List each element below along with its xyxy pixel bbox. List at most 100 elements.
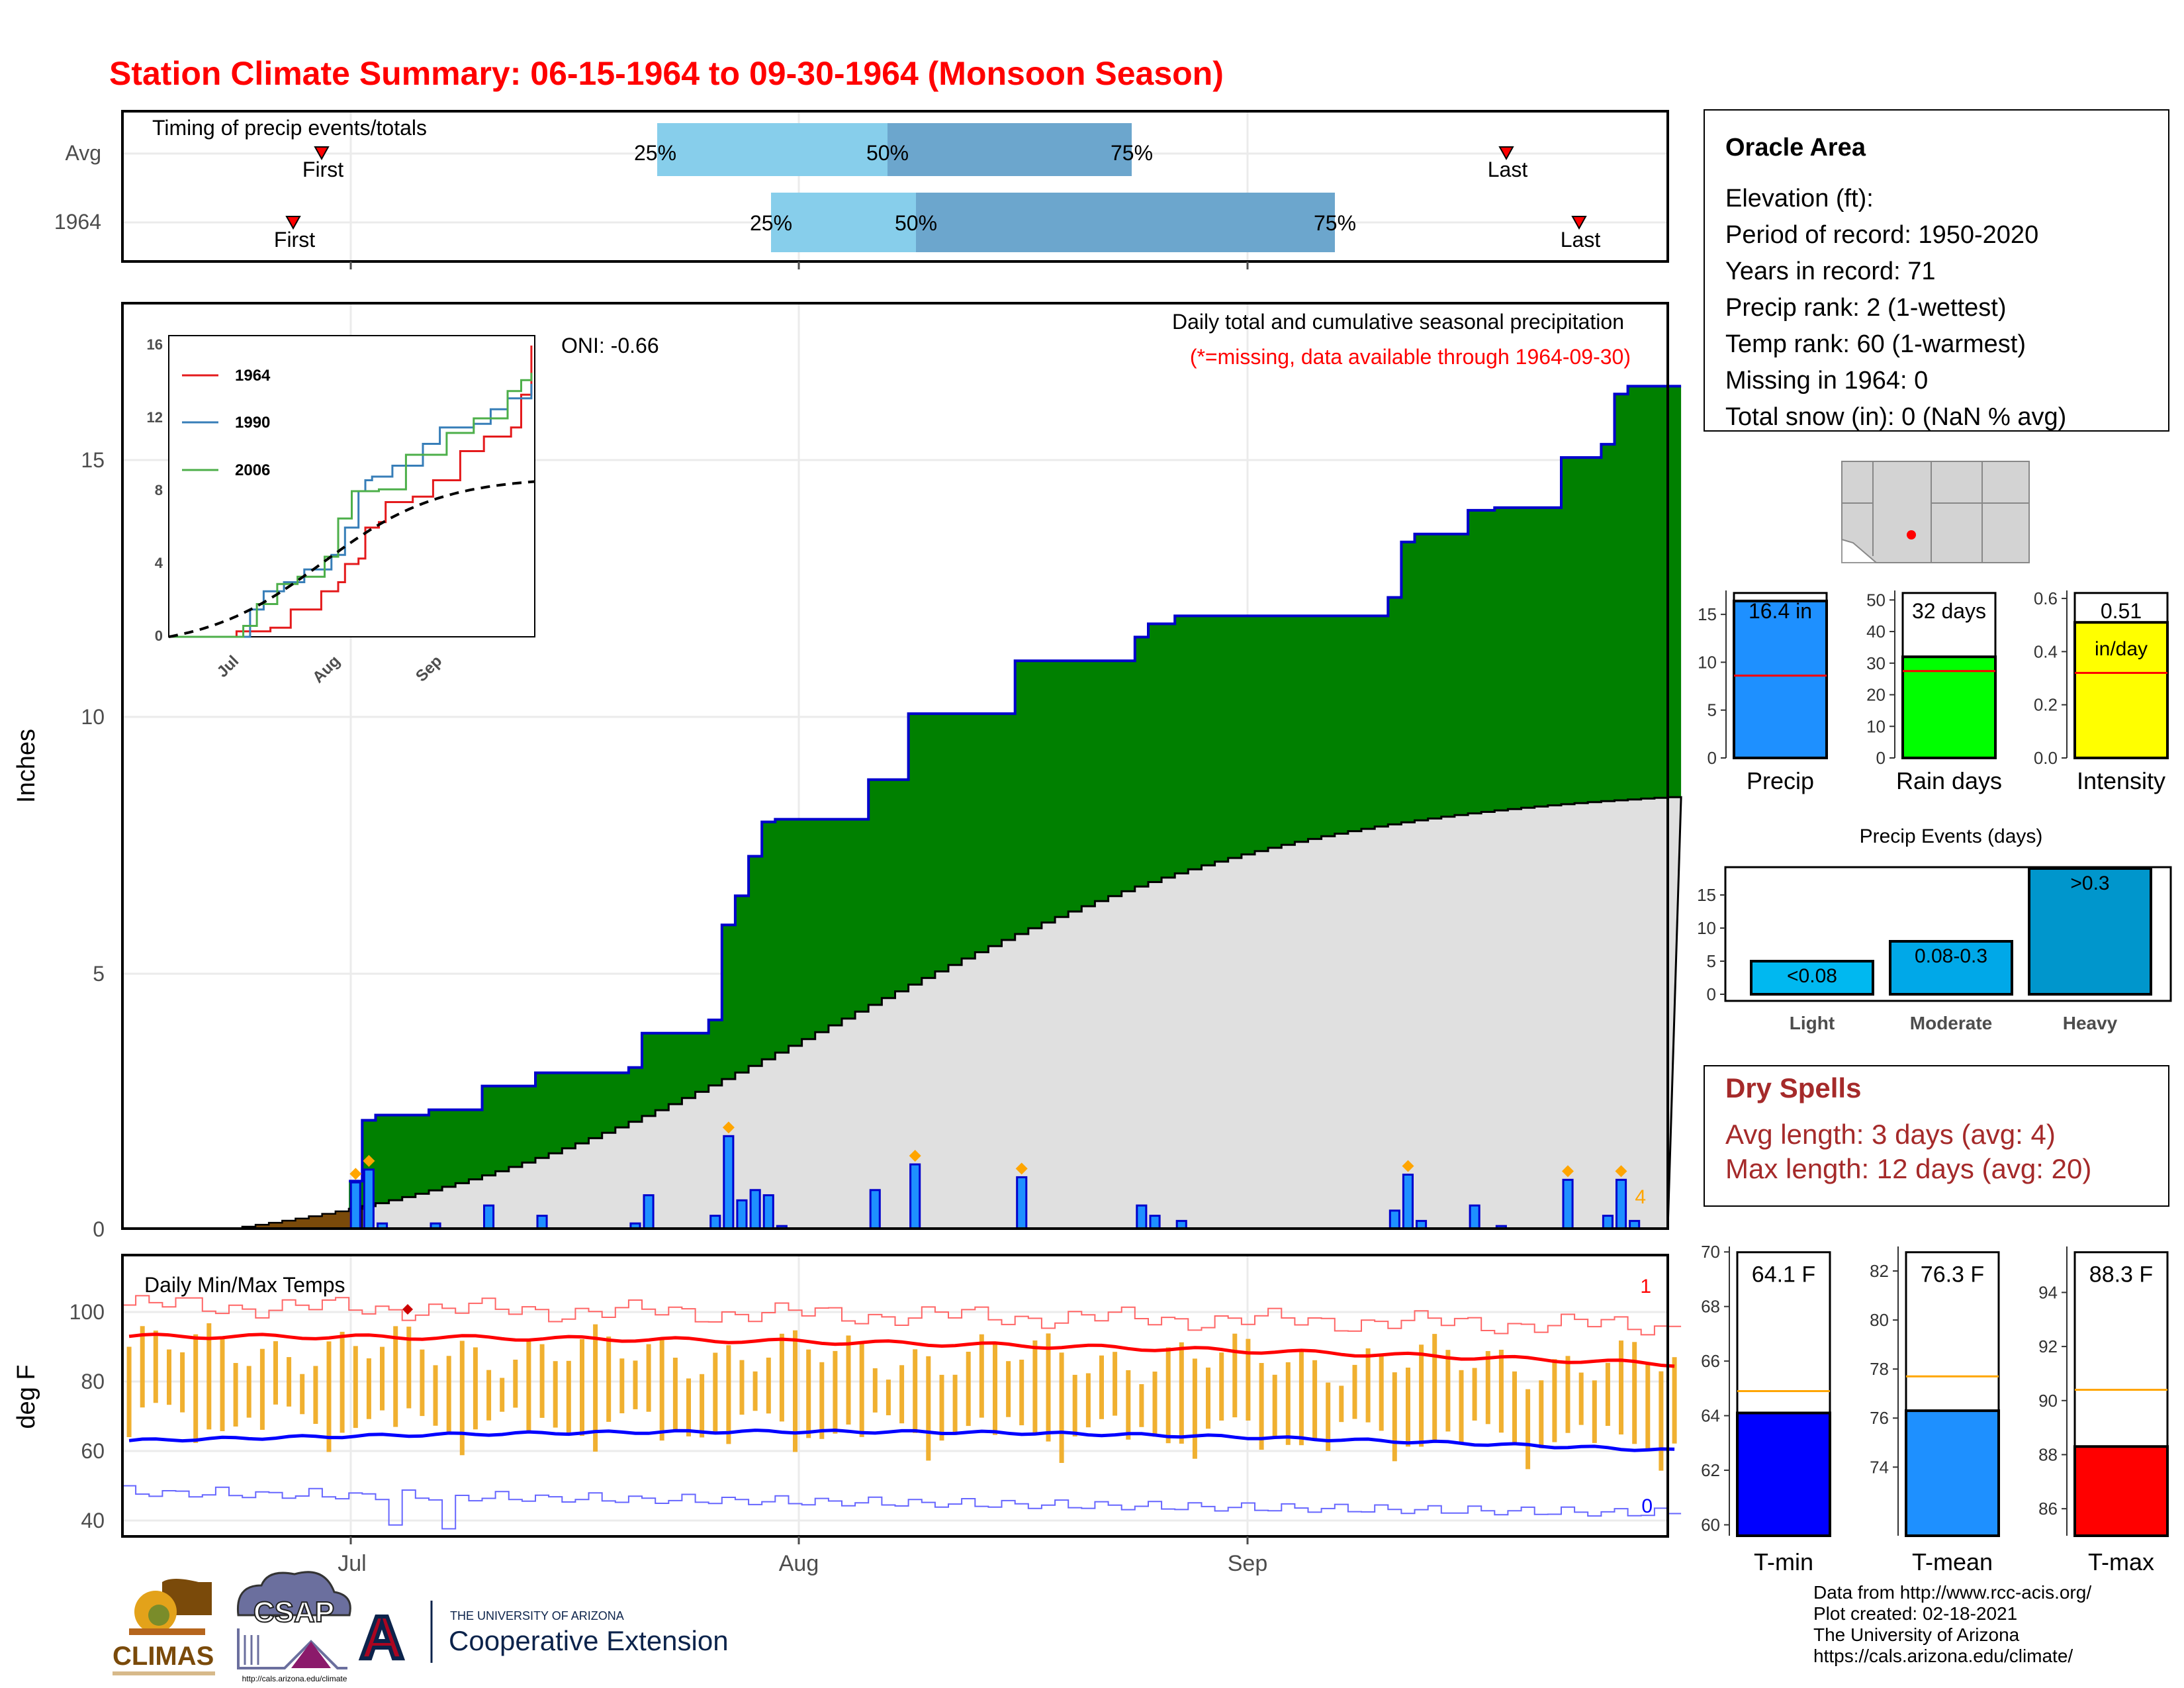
temp-plot-layer	[122, 1295, 1682, 1530]
daily-temp-bar-63	[966, 1352, 971, 1427]
mini-bar-ticklabel-0-2: 10	[1698, 652, 1717, 672]
daily-precip-bar-8	[709, 1215, 721, 1230]
temp-bar-value-label-2: 88.3 F	[2089, 1262, 2153, 1288]
daily-temp-bar-17	[353, 1346, 358, 1429]
inset-ytick-8: 8	[155, 482, 163, 498]
daily-temp-bar-40	[659, 1338, 664, 1441]
daily-temp-bar-30	[526, 1340, 531, 1431]
ua-a-icon: A	[360, 1604, 404, 1671]
daily-temp-bar-90	[1326, 1382, 1331, 1451]
daily-temp-bar-54	[846, 1335, 851, 1425]
daily-temp-bar-0	[126, 1346, 132, 1437]
legend-1990: 1990	[235, 414, 270, 432]
temps-title: Daily Min/Max Temps	[144, 1273, 345, 1297]
daily-temp-bar-105	[1525, 1389, 1531, 1470]
heavy-event-marker-27	[1615, 1165, 1627, 1178]
daily-temp-bar-51	[806, 1349, 811, 1438]
daily-temp-bar-26	[473, 1347, 478, 1430]
mini-bar-ticklabel-2-1: 0.2	[2034, 695, 2058, 715]
temp-bar-label-0: T-min	[1754, 1548, 1813, 1575]
daily-temp-bar-48	[766, 1357, 771, 1414]
daily-temp-bar-47	[752, 1371, 758, 1411]
temp-ytick-100: 100	[69, 1300, 105, 1324]
temp-bar-ticklabel-0-2: 64	[1701, 1406, 1720, 1426]
temp-bar-ticklabel-2-2: 90	[2038, 1391, 2058, 1411]
daily-temp-bar-32	[553, 1361, 558, 1428]
xtick-aug: Aug	[779, 1551, 819, 1576]
daily-temp-bar-112	[1619, 1340, 1623, 1434]
corner-count: 4	[1635, 1186, 1646, 1208]
daily-precip-bar-23	[1469, 1204, 1480, 1230]
station-name: Oracle Area	[1725, 134, 1866, 162]
daily-precip-bar-10	[736, 1199, 748, 1230]
heavy-event-marker-0	[349, 1168, 362, 1180]
daily-temp-bar-109	[1578, 1372, 1584, 1425]
daily-precip-bar-17	[1136, 1204, 1148, 1230]
events-ticklabel-3: 15	[1697, 885, 1716, 905]
avg-last-label: Last	[1488, 158, 1528, 181]
events-category-0: Light	[1790, 1013, 1835, 1033]
daily-temp-bar-15	[326, 1341, 332, 1452]
daily-temp-bar-69	[1046, 1333, 1051, 1442]
mini-bar-value-label-2: 0.51	[2101, 599, 2142, 623]
daily-temp-bar-36	[606, 1336, 612, 1422]
precip-caption: Daily total and cumulative seasonal prec…	[1172, 310, 1624, 334]
temp-bar-ticklabel-2-4: 94	[2038, 1282, 2058, 1302]
temps-ylabel: deg F	[13, 1364, 40, 1429]
record-low-line	[122, 1485, 1682, 1530]
daily-temp-bar-41	[672, 1358, 678, 1430]
daily-temp-bar-108	[1565, 1356, 1570, 1433]
daily-temp-bar-70	[1059, 1352, 1064, 1463]
events-bar-1	[1889, 940, 2013, 996]
daily-temp-bar-65	[993, 1342, 997, 1435]
daily-precip-bar-0	[349, 1181, 361, 1230]
daily-temp-bar-39	[646, 1344, 651, 1412]
daily-temp-bar-53	[833, 1350, 838, 1434]
temp-bar-ticklabel-2-1: 88	[2038, 1444, 2058, 1464]
precip-missing-note: (*=missing, data available through 1964-…	[1190, 345, 1631, 369]
timing-row-label-avg: Avg	[65, 141, 101, 165]
credit-line-2: The University of Arizona	[1813, 1624, 2020, 1645]
avg-quartile-25-50	[657, 123, 887, 176]
info-elevation: Elevation (ft):	[1725, 185, 1874, 212]
daily-temp-bar-114	[1645, 1362, 1651, 1450]
daily-temp-bar-42	[686, 1378, 691, 1436]
mini-bar-value-2	[2073, 621, 2169, 760]
daily-temp-bar-67	[1019, 1360, 1024, 1426]
mini-bar-ticklabel-1-5: 50	[1866, 590, 1886, 610]
heavy-event-marker-21	[1402, 1160, 1414, 1172]
season-first-label: First	[274, 228, 315, 252]
season-first-marker	[285, 216, 301, 230]
daily-temp-bar-6	[206, 1323, 212, 1430]
daily-temp-bar-76	[1139, 1384, 1144, 1427]
xtick-jul: Jul	[338, 1551, 366, 1576]
daily-temp-bar-18	[366, 1358, 371, 1419]
daily-temp-bar-107	[1552, 1359, 1557, 1442]
daily-temp-bar-75	[1126, 1370, 1131, 1440]
inset-legend: 1964 1990 2006	[182, 367, 271, 479]
daily-temp-bar-24	[446, 1356, 451, 1433]
daily-temp-bar-13	[300, 1374, 305, 1415]
mini-bar-ticklabel-2-2: 0.4	[2034, 641, 2058, 661]
precip-plot-layer	[122, 385, 1682, 1230]
daily-temp-bar-95	[1392, 1372, 1397, 1462]
heavy-event-marker-9	[722, 1121, 735, 1134]
average-min-line	[128, 1429, 1675, 1452]
daily-temp-bar-78	[1165, 1347, 1171, 1444]
daily-temp-bar-46	[739, 1360, 745, 1415]
ytick-5: 5	[93, 962, 105, 986]
daily-temp-bar-31	[539, 1344, 545, 1418]
average-max-line	[128, 1333, 1675, 1368]
inset-series-1964	[169, 346, 533, 638]
daily-temp-bar-9	[246, 1366, 251, 1418]
daily-temp-bar-43	[700, 1374, 705, 1438]
mini-bar-chart-0: 0 5 10 15 16.4 in Precip	[1698, 590, 1828, 794]
daily-temp-bar-5	[193, 1334, 199, 1443]
record-high-marker	[402, 1304, 413, 1315]
daily-temp-bar-83	[1232, 1333, 1238, 1418]
daily-temp-bar-19	[380, 1346, 385, 1411]
daily-temp-bar-66	[1006, 1361, 1011, 1417]
events-category-2: Heavy	[2063, 1013, 2118, 1033]
temp-bar-ticklabel-1-3: 80	[1870, 1310, 1889, 1330]
precip-panel: Daily total and cumulative seasonal prec…	[13, 302, 1682, 1241]
